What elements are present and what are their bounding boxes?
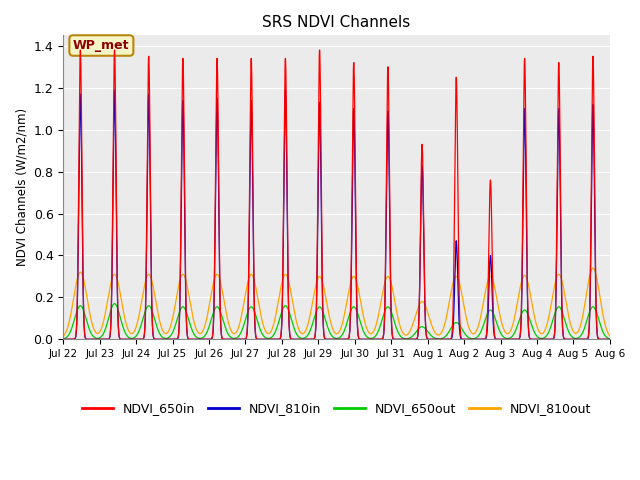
Legend: NDVI_650in, NDVI_810in, NDVI_650out, NDVI_810out: NDVI_650in, NDVI_810in, NDVI_650out, NDV… [77,397,596,420]
Title: SRS NDVI Channels: SRS NDVI Channels [262,15,411,30]
Text: WP_met: WP_met [73,39,130,52]
Y-axis label: NDVI Channels (W/m2/nm): NDVI Channels (W/m2/nm) [15,108,28,266]
